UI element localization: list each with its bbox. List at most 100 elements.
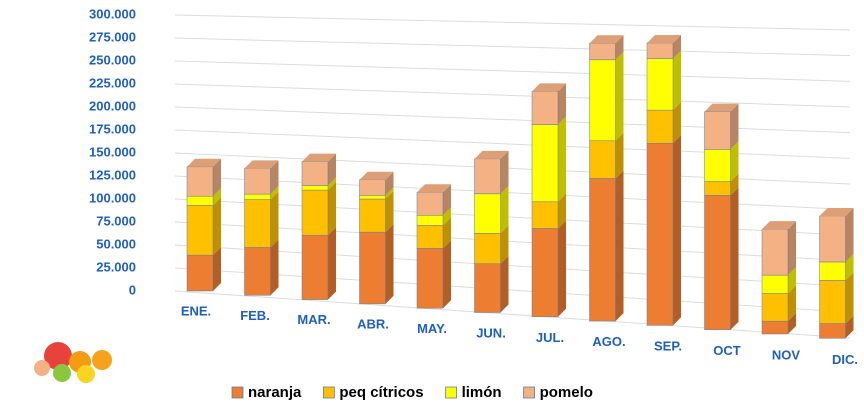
bar-side bbox=[615, 170, 624, 322]
bar-segment bbox=[244, 168, 271, 195]
bar-segment bbox=[819, 280, 846, 324]
bar-side bbox=[788, 313, 796, 334]
x-tick-label: NOV bbox=[772, 347, 801, 362]
bar-top bbox=[819, 207, 854, 216]
bar-side bbox=[270, 160, 279, 195]
legend-swatch bbox=[231, 386, 244, 399]
bar-segment bbox=[186, 195, 214, 206]
y-tick-label: 125.000 bbox=[89, 167, 136, 182]
bar-side bbox=[270, 191, 279, 248]
bar-side bbox=[443, 217, 451, 249]
bar-segment bbox=[416, 215, 444, 226]
y-tick-label: 150.000 bbox=[89, 144, 136, 159]
bar-side bbox=[788, 285, 796, 322]
bar-side bbox=[845, 272, 854, 324]
grid-line bbox=[174, 129, 851, 159]
bar-segment bbox=[474, 263, 501, 313]
x-tick-label: MAR. bbox=[297, 312, 330, 327]
bar-side bbox=[730, 187, 739, 330]
bar-segment bbox=[301, 185, 329, 191]
bar-segment bbox=[704, 181, 731, 196]
bar-segment bbox=[531, 91, 559, 125]
bar-segment bbox=[186, 205, 214, 256]
bar-segment bbox=[646, 58, 674, 111]
bar-segment bbox=[301, 161, 329, 186]
bar-side bbox=[213, 188, 221, 206]
bar-segment bbox=[474, 233, 501, 264]
y-tick-label: 275.000 bbox=[89, 29, 136, 44]
bar-segment bbox=[646, 109, 674, 144]
bar-segment bbox=[244, 199, 271, 248]
grid-line bbox=[174, 106, 851, 134]
bar-side bbox=[328, 153, 336, 186]
bar-segment bbox=[474, 158, 501, 195]
bar-side bbox=[788, 221, 796, 276]
bar-top bbox=[417, 184, 451, 193]
bar-segment bbox=[301, 234, 329, 300]
bar-segment bbox=[186, 254, 214, 292]
bar-segment bbox=[359, 198, 386, 233]
y-tick-label: 200.000 bbox=[89, 98, 136, 113]
bar-segment bbox=[301, 189, 329, 236]
bar-side bbox=[500, 150, 509, 194]
bar-side bbox=[845, 315, 854, 339]
bar-segment bbox=[704, 111, 731, 150]
bar-top bbox=[704, 103, 739, 112]
bar-side bbox=[385, 191, 394, 233]
legend-label: naranja bbox=[248, 384, 302, 401]
bar-side bbox=[385, 187, 394, 200]
bar-segment bbox=[244, 247, 271, 296]
x-tick-label: ABR. bbox=[357, 317, 389, 332]
bar-side bbox=[845, 253, 854, 281]
bar-segment bbox=[359, 195, 386, 200]
bar-segment bbox=[761, 320, 789, 335]
y-tick-label: 175.000 bbox=[89, 121, 136, 136]
bar-top bbox=[474, 150, 509, 159]
bar-segment bbox=[589, 59, 616, 142]
bar-side bbox=[673, 34, 681, 59]
bar-segment bbox=[416, 225, 444, 249]
bar-side bbox=[385, 171, 394, 196]
bar-segment bbox=[761, 274, 789, 294]
bar-segment bbox=[186, 166, 214, 197]
bar-side bbox=[500, 185, 509, 234]
bar-top bbox=[532, 83, 566, 92]
bar-segment bbox=[244, 193, 271, 200]
bar-side bbox=[615, 132, 624, 179]
legend-label: limón bbox=[462, 384, 502, 401]
bar-side bbox=[328, 177, 336, 191]
bar-side bbox=[615, 35, 624, 60]
grid-line bbox=[174, 60, 851, 82]
x-tick-label: ENE. bbox=[181, 303, 211, 318]
bar-segment bbox=[531, 228, 559, 318]
bar-side bbox=[558, 193, 566, 229]
fruit-icon bbox=[34, 342, 112, 383]
bar-side bbox=[673, 135, 681, 326]
bar-side bbox=[328, 227, 336, 300]
x-tick-label: JUL. bbox=[536, 330, 564, 345]
bar-top bbox=[359, 171, 394, 180]
bar-side bbox=[673, 102, 681, 144]
y-tick-label: 250.000 bbox=[89, 52, 136, 67]
legend-swatch bbox=[445, 386, 457, 399]
bar-top bbox=[244, 160, 279, 169]
bar-side bbox=[500, 255, 509, 313]
bar-side bbox=[270, 239, 279, 296]
y-tick-label: 75.000 bbox=[96, 213, 136, 228]
bar-segment bbox=[359, 179, 386, 196]
y-tick-label: 300.000 bbox=[89, 6, 136, 21]
bar-side bbox=[213, 158, 221, 197]
x-tick-label: OCT bbox=[713, 343, 741, 358]
legend-swatch bbox=[523, 386, 535, 399]
y-tick-label: 0 bbox=[129, 282, 136, 297]
bar-side bbox=[213, 247, 221, 291]
bar-side bbox=[443, 207, 451, 226]
grid-line bbox=[174, 37, 851, 57]
bar-segment bbox=[646, 42, 674, 59]
x-tick-label: AGO. bbox=[592, 334, 625, 349]
bar-segment bbox=[704, 149, 731, 182]
x-tick-label: SEP. bbox=[654, 339, 682, 354]
bar-top bbox=[647, 34, 681, 43]
y-tick-label: 100.000 bbox=[89, 190, 136, 205]
grid-line bbox=[174, 14, 851, 31]
